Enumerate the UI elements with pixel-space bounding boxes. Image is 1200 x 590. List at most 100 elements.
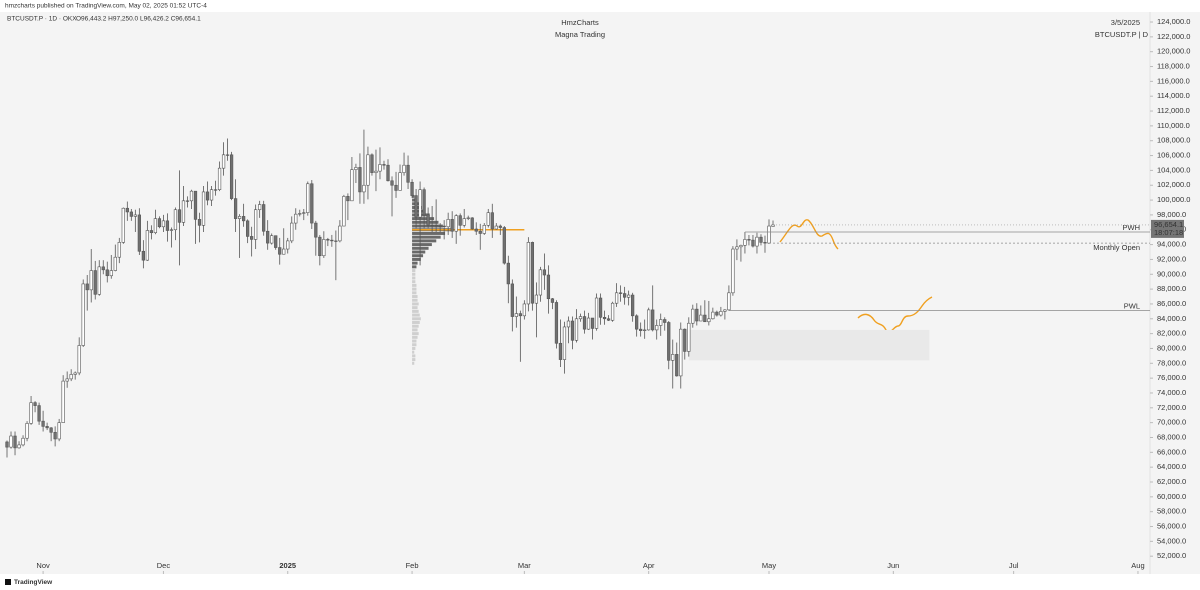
volume-profile-row xyxy=(412,265,417,269)
y-tick-label: 112,000.0 xyxy=(1157,106,1190,115)
y-tick-label: 56,000.0 xyxy=(1157,522,1186,531)
candle-body xyxy=(362,184,366,193)
candle-body xyxy=(354,167,358,170)
candle-body xyxy=(165,220,170,231)
candle-body xyxy=(414,195,418,218)
candle-body xyxy=(209,189,214,201)
x-tick-label: 2025 xyxy=(279,561,296,570)
candle-body xyxy=(723,309,727,312)
projection-path xyxy=(779,219,839,250)
candle-body xyxy=(715,311,719,316)
y-tick-label: 78,000.0 xyxy=(1157,358,1186,367)
candle-body xyxy=(185,200,190,202)
y-tick-label: 54,000.0 xyxy=(1157,536,1186,545)
candle-body xyxy=(338,225,342,242)
candle-body xyxy=(711,311,715,320)
x-tick-label: Nov xyxy=(36,561,50,570)
y-tick-label: 120,000.0 xyxy=(1157,47,1190,56)
candle-body xyxy=(153,218,158,234)
symbol: BTCUSDT.P · 1D · OKX xyxy=(7,16,77,23)
candle-body xyxy=(113,256,117,271)
candle-body xyxy=(570,320,575,341)
candle-body xyxy=(334,240,338,242)
candle-body xyxy=(221,154,226,169)
last-price-label: 96,654.1 xyxy=(1154,220,1183,229)
candle-body xyxy=(506,262,510,285)
y-tick-label: 104,000.0 xyxy=(1157,165,1190,174)
candle-body xyxy=(454,215,458,232)
candle-body xyxy=(586,317,591,330)
candle-body xyxy=(254,209,258,240)
y-tick-label: 92,000.0 xyxy=(1157,254,1186,263)
candle-body xyxy=(161,220,166,228)
candle-body xyxy=(618,292,623,294)
candle-body xyxy=(486,212,490,226)
candle-body xyxy=(390,180,394,186)
y-tick-label: 118,000.0 xyxy=(1157,62,1190,71)
candle-body xyxy=(602,316,607,320)
candle-body xyxy=(177,209,182,223)
volume-profile-row xyxy=(412,361,415,365)
x-tick-label: Jul xyxy=(1009,561,1019,570)
candle-body xyxy=(310,183,314,224)
candle-body xyxy=(21,437,25,446)
candle-body xyxy=(149,230,154,234)
volume-profile-row xyxy=(412,339,417,343)
candle-body xyxy=(394,184,398,191)
projection-path xyxy=(857,296,933,333)
level-label: PWL xyxy=(1124,302,1140,311)
candle-body xyxy=(374,170,378,173)
candle-body xyxy=(5,441,9,448)
candle-body xyxy=(518,313,522,317)
ohlc: O96,443.2 H97,250.0 L96,426.2 C96,654.1 xyxy=(76,16,201,23)
candle-body xyxy=(627,294,631,298)
candle-body xyxy=(318,236,322,257)
candle-body xyxy=(735,246,739,250)
candle-body xyxy=(510,283,514,317)
candle-body xyxy=(691,308,695,324)
candle-body xyxy=(81,283,85,346)
candle-body xyxy=(450,219,454,232)
volume-profile-row xyxy=(412,332,419,336)
candle-body xyxy=(274,235,278,248)
candle-body xyxy=(631,294,635,317)
candle-body xyxy=(622,293,627,298)
volume-profile-row xyxy=(412,269,416,273)
countdown: 18:07:18 xyxy=(1154,228,1183,237)
candle-body xyxy=(731,248,735,294)
candle-body xyxy=(342,196,346,227)
candle-body xyxy=(578,316,583,320)
candle-body xyxy=(145,230,149,261)
candle-body xyxy=(675,354,679,377)
y-tick-label: 68,000.0 xyxy=(1157,432,1186,441)
date: 3/5/2025 xyxy=(1111,18,1140,27)
volume-profile-row xyxy=(412,324,419,328)
candle-body xyxy=(562,326,567,360)
volume-profile-row xyxy=(412,254,424,258)
candle-body xyxy=(659,319,663,326)
candle-body xyxy=(554,302,559,344)
candle-body xyxy=(406,164,410,183)
y-tick-label: 62,000.0 xyxy=(1157,477,1186,486)
volume-profile-row xyxy=(412,354,416,358)
candle-body xyxy=(422,189,426,216)
candle-body xyxy=(466,217,470,219)
candle-body xyxy=(13,435,17,449)
candle-body xyxy=(639,328,643,331)
candle-body xyxy=(550,298,555,303)
volume-profile-row xyxy=(412,328,418,332)
volume-profile-row xyxy=(412,243,432,247)
candle-body xyxy=(61,380,65,423)
candle-body xyxy=(242,216,246,222)
y-tick-label: 106,000.0 xyxy=(1157,151,1190,160)
candle-body xyxy=(258,204,262,211)
volume-profile-row xyxy=(412,313,420,317)
volume-profile-row xyxy=(412,276,416,280)
x-tick-label: May xyxy=(762,561,776,570)
candle-body xyxy=(45,426,49,429)
candle-body xyxy=(93,270,97,295)
candle-body xyxy=(699,314,703,322)
candle-body xyxy=(643,329,647,331)
candle-body xyxy=(65,378,69,382)
